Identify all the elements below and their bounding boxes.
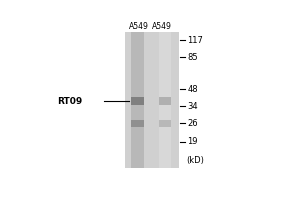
Bar [131, 120, 144, 127]
Text: A549: A549 [152, 22, 172, 31]
Bar [131, 97, 144, 105]
Bar [131, 32, 144, 168]
Text: (kD): (kD) [186, 156, 204, 165]
Text: 48: 48 [188, 85, 198, 94]
Text: 26: 26 [188, 119, 198, 128]
Text: 19: 19 [188, 137, 198, 146]
Bar [158, 32, 171, 168]
Text: RT09: RT09 [58, 97, 83, 106]
Bar [125, 32, 179, 168]
Text: 117: 117 [188, 36, 203, 45]
Text: 34: 34 [188, 102, 198, 111]
Bar [158, 120, 171, 127]
Text: 85: 85 [188, 53, 198, 62]
Bar [158, 97, 171, 105]
Text: A549: A549 [129, 22, 148, 31]
